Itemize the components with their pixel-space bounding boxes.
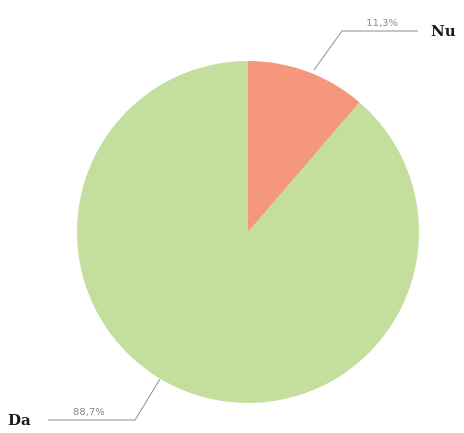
pie-slice-da bbox=[76, 61, 419, 404]
pie-slice-nu bbox=[248, 61, 360, 232]
pie-slices bbox=[76, 61, 419, 404]
leader-line-da bbox=[48, 378, 161, 421]
leader-line-nu bbox=[313, 30, 418, 71]
slice-category-label-nu: Nu bbox=[431, 22, 456, 40]
slice-value-label-da: 88,7% bbox=[73, 407, 105, 418]
slice-category-label-da: Da bbox=[8, 411, 31, 429]
slice-value-label-nu: 11,3% bbox=[366, 18, 398, 29]
pie-annotations: 11,3% Nu 88,7% Da bbox=[8, 18, 456, 429]
